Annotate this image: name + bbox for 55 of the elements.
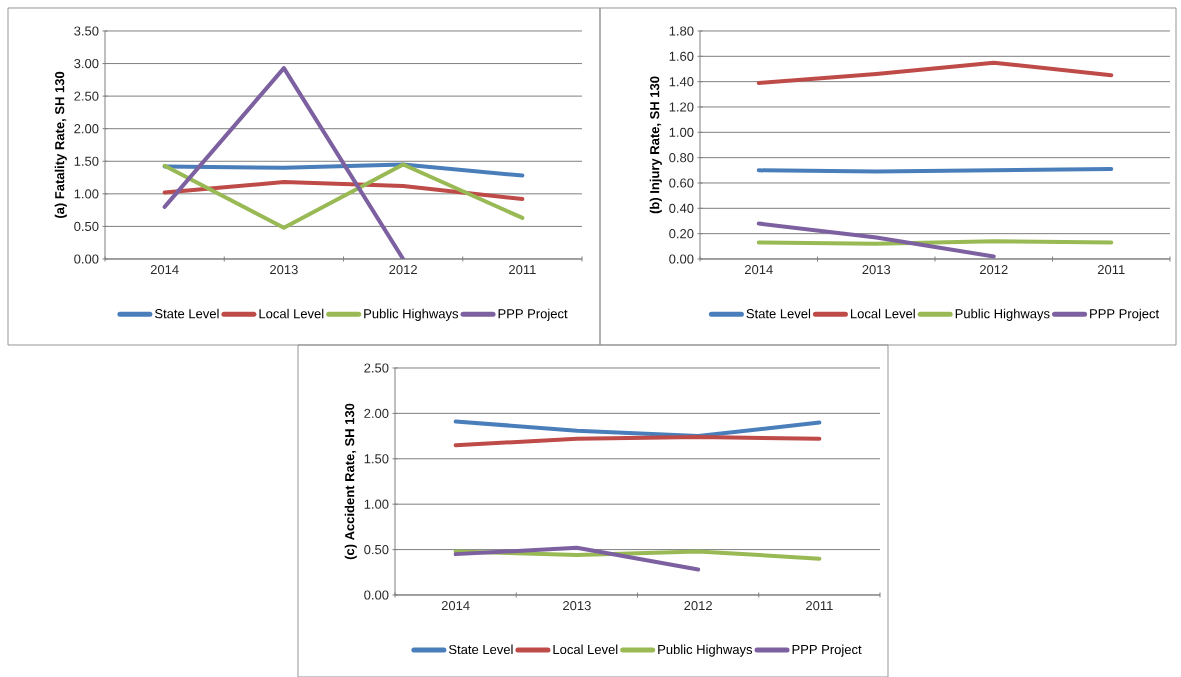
y-tick-label: 0.50	[74, 221, 99, 232]
x-tick-label: 2011	[806, 601, 833, 611]
y-tick-label: 1.60	[669, 51, 694, 61]
y-tick-label: 2.50	[364, 363, 389, 373]
x-tick-label: 2013	[862, 265, 891, 275]
line-series	[162, 162, 525, 230]
y-tick-label: 2.50	[74, 91, 99, 101]
y-tick-label: 1.40	[669, 77, 694, 87]
y-tick-label: 1.50	[364, 454, 389, 464]
x-tick-label: 2012	[389, 265, 417, 275]
line-series	[162, 162, 525, 178]
x-tick-label: 2012	[979, 265, 1008, 275]
x-tick-label: 2014	[744, 265, 773, 275]
y-tick-label: 0.50	[364, 544, 389, 555]
x-tick-label: 2011	[1097, 265, 1125, 275]
y-tick-label: 2.00	[364, 408, 389, 418]
legend-label: Public Highways	[955, 308, 1050, 321]
y-tick-label: 1.00	[74, 189, 99, 199]
x-tick-label: 2011	[509, 265, 536, 275]
legend-label: State Level	[448, 644, 513, 655]
x-tick-label: 2014	[150, 265, 179, 275]
legend-label: Local Level	[259, 308, 324, 319]
y-axis-title: (a) Fatality Rate, SH 130	[54, 71, 67, 219]
legend-label: State Level	[746, 308, 811, 319]
y-tick-label: 2.00	[74, 124, 99, 134]
y-tick-label: 3.50	[74, 26, 99, 36]
y-tick-label: 1.00	[364, 499, 389, 509]
x-tick-label: 2012	[684, 601, 712, 611]
y-tick-label: 1.00	[669, 127, 694, 137]
x-tick-label: 2014	[441, 601, 470, 611]
legend-label: Local Level	[553, 644, 618, 655]
y-tick-label: 0.20	[669, 229, 694, 239]
legend-label: State Level	[154, 308, 219, 319]
y-tick-label: 0.80	[669, 153, 694, 163]
legend-label: Public Highways	[364, 308, 459, 321]
y-tick-label: 0.00	[74, 254, 99, 264]
y-axis-title: (c) Accident Rate, SH 130	[344, 403, 357, 560]
y-tick-label: 3.00	[74, 58, 99, 69]
legend-label: PPP Project	[792, 644, 862, 657]
y-tick-label: 1.50	[74, 156, 99, 166]
legend-label: PPP Project	[498, 308, 568, 321]
legend-label: Public Highways	[658, 644, 753, 657]
y-tick-label: 1.80	[669, 26, 694, 36]
y-tick-label: 1.20	[669, 102, 694, 112]
y-axis-title: (b) Injury Rate, SH 130	[649, 76, 662, 214]
legend-label: Local Level	[850, 308, 915, 319]
line-series	[756, 60, 1114, 85]
y-tick-label: 0.60	[669, 178, 694, 188]
x-tick-label: 2013	[563, 601, 591, 611]
x-tick-label: 2013	[270, 265, 298, 275]
y-tick-label: 0.40	[669, 203, 694, 213]
legend-label: PPP Project	[1090, 308, 1160, 321]
y-tick-label: 0.00	[669, 254, 694, 264]
line-series	[453, 419, 822, 439]
y-tick-label: 0.00	[364, 590, 389, 600]
